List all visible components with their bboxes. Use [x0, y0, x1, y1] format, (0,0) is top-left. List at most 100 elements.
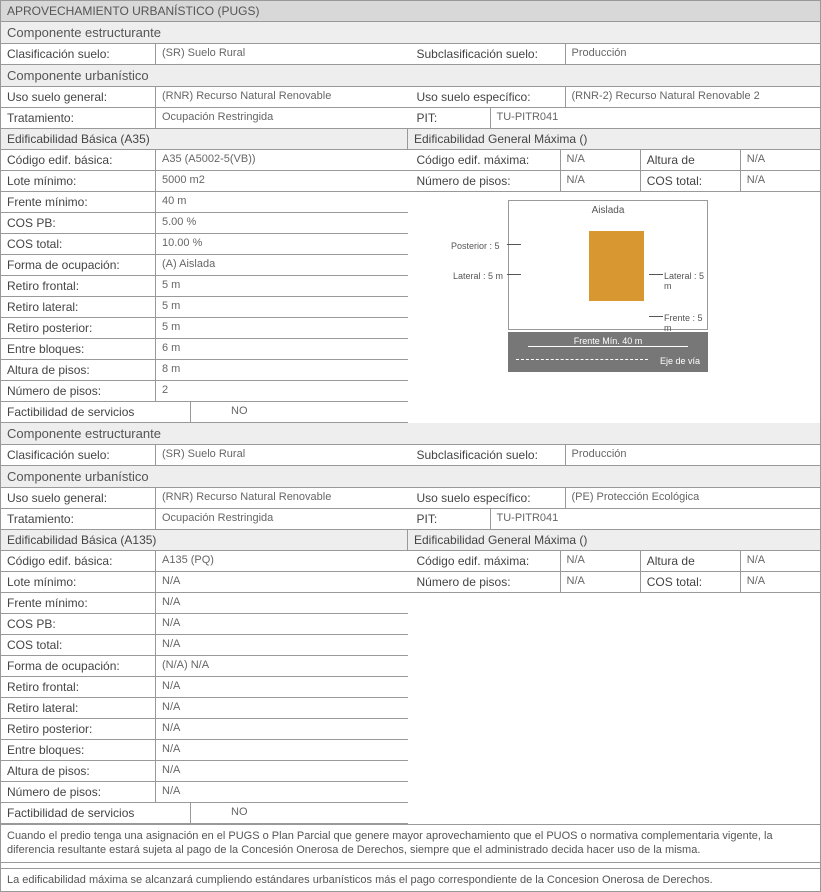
footer-note-2: La edificabilidad máxima se alcanzará cu…: [1, 868, 820, 891]
pit-label: PIT:: [411, 108, 491, 128]
rl-value: 5 m: [156, 297, 408, 317]
subclasif-label: Subclasificación suelo:: [411, 44, 566, 64]
cod-max-value-2: N/A: [561, 551, 641, 571]
rl-label-2: Retiro lateral:: [1, 698, 156, 718]
row-uso-2: Uso suelo general:(RNR) Recurso Natural …: [1, 488, 820, 509]
frente-value: 40 m: [156, 192, 408, 212]
fs-label: Factibilidad de servicios: [1, 402, 191, 422]
altura-value-2: N/A: [741, 551, 820, 571]
dim-lateral-r: Lateral : 5 m: [664, 271, 707, 291]
rp-label-2: Retiro posterior:: [1, 719, 156, 739]
trat-label-2: Tratamiento:: [1, 509, 156, 529]
dim-frente: Frente : 5 m: [664, 313, 707, 333]
dim-lateral-l: Lateral : 5 m: [453, 271, 503, 281]
comp-estructurante-2: Componente estructurante: [1, 423, 820, 445]
cos-total-max-value-2: N/A: [741, 572, 820, 592]
split-left-1: Frente mínimo:40 m COS PB:5.00 % COS tot…: [1, 192, 408, 423]
dim-line-lateral-l: [507, 274, 521, 275]
row-lote-1: Lote mínimo:5000 m2 Número de pisos: N/A…: [1, 171, 820, 192]
pisos-max-label-2: Número de pisos:: [411, 572, 561, 592]
edif-max-header-2: Edificabilidad General Máxima (): [408, 530, 820, 550]
dim-frente-min: Frente Mín. 40 m: [508, 336, 708, 346]
document-container: APROVECHAMIENTO URBANÍSTICO (PUGS) Compo…: [0, 0, 821, 892]
diagram-title: Aislada: [509, 205, 707, 216]
row-cod-1: Código edif. básica:A35 (A5002-5(VB)) Có…: [1, 150, 820, 171]
eb-value-2: N/A: [156, 740, 408, 760]
cospb-label-2: COS PB:: [1, 614, 156, 634]
edif-basica-header: Edificabilidad Básica (A35): [1, 129, 408, 149]
frente-value-2: N/A: [156, 593, 408, 613]
dim-posterior: Posterior : 5: [451, 241, 500, 251]
cod-max-label-2: Código edif. máxima:: [411, 551, 561, 571]
uso-gen-value: (RNR) Recurso Natural Renovable: [156, 87, 411, 107]
pit-value: TU-PITR041: [491, 108, 821, 128]
np-value-2: N/A: [156, 782, 408, 802]
comp-estructurante-1: Componente estructurante: [1, 22, 820, 44]
frente-min-line: [528, 346, 688, 347]
ap-label: Altura de pisos:: [1, 360, 156, 380]
uso-gen-value-2: (RNR) Recurso Natural Renovable: [156, 488, 411, 508]
np-label-2: Número de pisos:: [1, 782, 156, 802]
costot-label-2: COS total:: [1, 635, 156, 655]
forma-label: Forma de ocupación:: [1, 255, 156, 275]
frente-label-2: Frente mínimo:: [1, 593, 156, 613]
clasif-value-2: (SR) Suelo Rural: [156, 445, 411, 465]
comp-urbanistico-1: Componente urbanístico: [1, 65, 820, 87]
lote-value: 5000 m2: [156, 171, 411, 191]
cod-bas-label: Código edif. básica:: [1, 150, 156, 170]
uso-esp-value: (RNR-2) Recurso Natural Renovable 2: [566, 87, 821, 107]
edif-basica-header-2: Edificabilidad Básica (A135): [1, 530, 408, 550]
forma-label-2: Forma de ocupación:: [1, 656, 156, 676]
dim-line-frente: [649, 316, 663, 317]
rp-label: Retiro posterior:: [1, 318, 156, 338]
fs-label-2: Factibilidad de servicios: [1, 803, 191, 823]
diagram-building-block: [589, 231, 644, 301]
rp-value-2: N/A: [156, 719, 408, 739]
cos-total-max-label: COS total:: [641, 171, 741, 191]
np-value: 2: [156, 381, 408, 401]
dim-line-posterior: [507, 244, 521, 245]
clasif-label-2: Clasificación suelo:: [1, 445, 156, 465]
altura-label: Altura de: [641, 150, 741, 170]
split-left-2: Frente mínimo:N/A COS PB:N/A COS total:N…: [1, 593, 408, 824]
altura-label-2: Altura de: [641, 551, 741, 571]
cod-max-value: N/A: [561, 150, 641, 170]
eb-value: 6 m: [156, 339, 408, 359]
main-header: APROVECHAMIENTO URBANÍSTICO (PUGS): [1, 1, 820, 22]
diagram-area: Aislada Posterior : 5 Lateral : 5 m Late…: [408, 192, 820, 423]
dim-eje: Eje de vía: [660, 356, 700, 366]
pisos-max-value-2: N/A: [561, 572, 641, 592]
split-section-1: Frente mínimo:40 m COS PB:5.00 % COS tot…: [1, 192, 820, 423]
edif-max-header: Edificabilidad General Máxima (): [408, 129, 820, 149]
trat-label: Tratamiento:: [1, 108, 156, 128]
lote-label: Lote mínimo:: [1, 171, 156, 191]
ap-label-2: Altura de pisos:: [1, 761, 156, 781]
cos-total-max-label-2: COS total:: [641, 572, 741, 592]
fs-value-2: NO: [191, 803, 408, 823]
dim-line-lateral-r: [649, 274, 663, 275]
uso-esp-label-2: Uso suelo específico:: [411, 488, 566, 508]
ap-value-2: N/A: [156, 761, 408, 781]
rf-value-2: N/A: [156, 677, 408, 697]
pisos-max-label: Número de pisos:: [411, 171, 561, 191]
row-cod-2: Código edif. básica:A135 (PQ) Código edi…: [1, 551, 820, 572]
cod-bas-value-2: A135 (PQ): [156, 551, 411, 571]
ap-value: 8 m: [156, 360, 408, 380]
split-section-2: Frente mínimo:N/A COS PB:N/A COS total:N…: [1, 593, 820, 824]
row-trat-2: Tratamiento:Ocupación Restringida PIT:TU…: [1, 509, 820, 530]
row-trat-1: Tratamiento:Ocupación Restringida PIT:TU…: [1, 108, 820, 129]
row-clasif-1: Clasificación suelo:(SR) Suelo Rural Sub…: [1, 44, 820, 65]
rf-label-2: Retiro frontal:: [1, 677, 156, 697]
uso-gen-label: Uso suelo general:: [1, 87, 156, 107]
rf-label: Retiro frontal:: [1, 276, 156, 296]
costot-label: COS total:: [1, 234, 156, 254]
cod-max-label: Código edif. máxima:: [411, 150, 561, 170]
forma-value-2: (N/A) N/A: [156, 656, 408, 676]
fs-value: NO: [191, 402, 408, 422]
costot-value-2: N/A: [156, 635, 408, 655]
diagram-road-strip: Frente Mín. 40 m Eje de vía: [508, 332, 708, 372]
cospb-value-2: N/A: [156, 614, 408, 634]
pit-value-2: TU-PITR041: [491, 509, 821, 529]
forma-value: (A) Aislada: [156, 255, 408, 275]
footer-note-1: Cuando el predio tenga una asignación en…: [1, 824, 820, 862]
